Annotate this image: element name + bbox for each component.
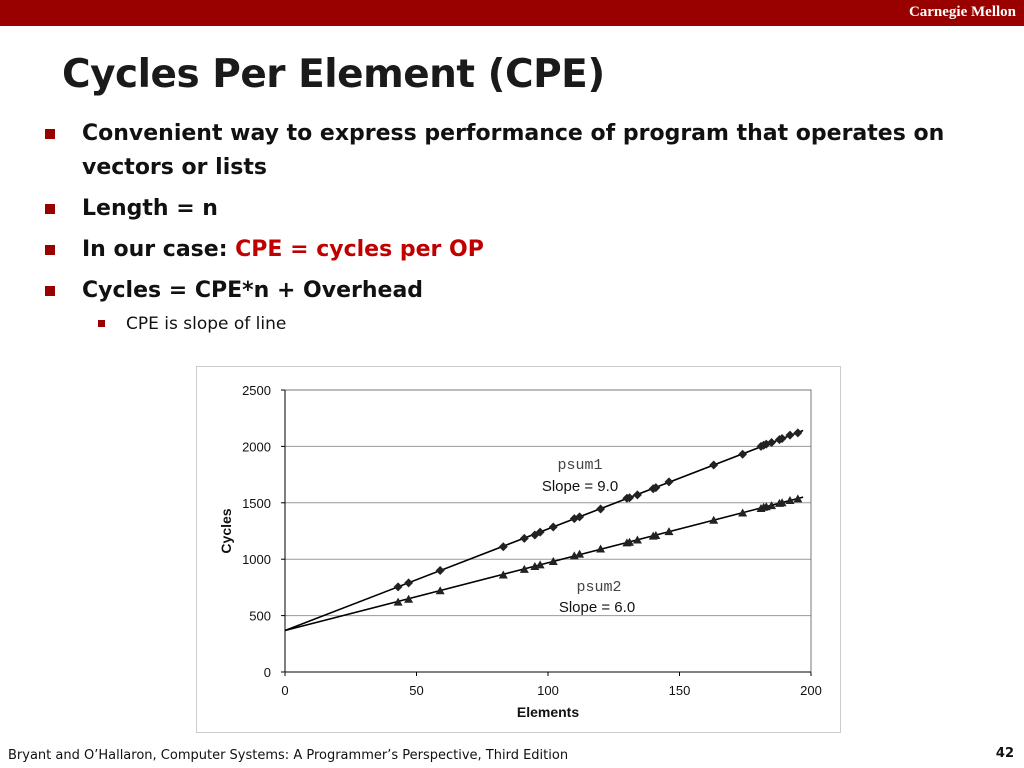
chart-frame: 0 500 1000 1500 2000 2500 0 50 100 150 200 Element… [196,366,841,733]
fit-line-psum1 [284,429,804,632]
bullet-item: Convenient way to express performance of… [45,117,945,151]
data-point-psum1 [777,434,787,444]
data-point-psum1 [793,428,803,438]
data-point-psum1 [664,477,674,487]
data-point-psum1 [625,493,635,503]
bullet-item: Cycles = CPE*n + Overhead [45,274,424,308]
data-point-psum1 [651,483,661,493]
data-point-psum2 [575,549,585,558]
data-point-psum1 [535,527,545,537]
data-point-psum2 [498,570,508,579]
page-number: 42 [995,746,1014,761]
data-point-psum1 [548,522,558,532]
bullet-item: In our case: CPE = cycles per OP [45,233,484,267]
series-label-psum2: psum2 [576,579,621,596]
data-point-psum1 [435,565,445,575]
y-tick-label: 1000 [242,552,271,567]
plot-area-border [284,389,812,673]
bullet-text: vectors or lists [82,155,267,180]
bullet-square-icon [45,245,55,255]
y-tick-label: 2000 [242,439,271,454]
sub-bullet-square-icon [98,320,105,327]
slope-label-psum1: Slope = 9.0 [542,478,618,495]
data-point-psum2 [548,556,558,565]
data-point-psum1 [498,542,508,552]
data-point-psum2 [777,498,787,507]
bullet-highlight: CPE = cycles per OP [235,237,484,262]
data-point-psum1 [738,449,748,459]
bullet-text: Cycles = CPE*n + Overhead [82,278,424,303]
data-point-psum2 [393,597,403,606]
data-point-psum2 [738,508,748,517]
sub-bullet-text: CPE is slope of line [126,314,287,334]
x-tick-label: 0 [281,683,288,698]
sub-bullet: CPE is slope of line [98,314,287,334]
series-label-psum1: psum1 [557,457,602,474]
data-point-psum1 [575,512,585,522]
data-point-psum2 [435,586,445,595]
data-point-psum1 [404,578,414,588]
data-point-psum1 [709,460,719,470]
bullet-square-icon [45,129,55,139]
data-point-psum1 [519,533,529,543]
citation: Bryant and O’Hallaron, Computer Systems:… [8,748,569,763]
y-tick-label: 0 [264,665,271,680]
data-point-psum1 [569,514,579,524]
data-point-psum1 [767,437,777,447]
data-point-psum1 [632,490,642,500]
data-point-psum2 [519,564,529,573]
data-point-psum1 [785,430,795,440]
fit-line-psum2 [284,496,804,632]
data-point-psum1 [393,582,403,592]
brand-label: Carnegie Mellon [908,4,1016,20]
x-axis-label: Elements [517,704,579,720]
fit-lines [284,429,804,632]
data-point-psum2 [404,594,414,603]
bullet-square-icon [45,286,55,296]
y-axis-label: Cycles [218,508,234,553]
data-points [393,428,803,606]
tick-labels: 0 500 1000 1500 2000 2500 0 50 100 150 200 [242,383,822,698]
data-point-psum1 [596,504,606,514]
x-tick-label: 200 [800,683,822,698]
axes [281,389,812,676]
grid-lines [285,389,811,617]
x-tick-label: 100 [537,683,559,698]
data-point-psum2 [651,531,661,540]
y-tick-label: 1500 [242,496,271,511]
data-point-psum2 [632,535,642,544]
x-tick-label: 50 [409,683,423,698]
data-point-psum2 [535,560,545,569]
data-point-psum2 [785,496,795,505]
slide-title: Cycles Per Element (CPE) [62,52,605,97]
data-point-psum2 [596,544,606,553]
data-point-psum2 [664,527,674,536]
data-point-psum1 [761,439,771,449]
bullet-text: Length = n [82,196,218,221]
y-tick-label: 500 [249,609,271,624]
cpe-chart: 0 500 1000 1500 2000 2500 0 50 100 150 200 Element… [218,383,822,720]
bullet-item: Length = n [45,192,218,226]
bullet-continuation: vectors or lists [82,151,267,185]
header-bar: Carnegie Mellon [0,0,1024,26]
bullet-text: In our case: [82,237,236,262]
data-point-psum2 [709,515,719,524]
data-point-psum2 [793,494,803,503]
x-tick-label: 150 [669,683,691,698]
data-point-psum2 [767,501,777,510]
data-point-psum2 [625,537,635,546]
bullet-text: Convenient way to express performance of… [82,121,945,146]
slope-label-psum2: Slope = 6.0 [559,599,635,616]
y-tick-label: 2500 [242,383,271,398]
bullet-square-icon [45,204,55,214]
